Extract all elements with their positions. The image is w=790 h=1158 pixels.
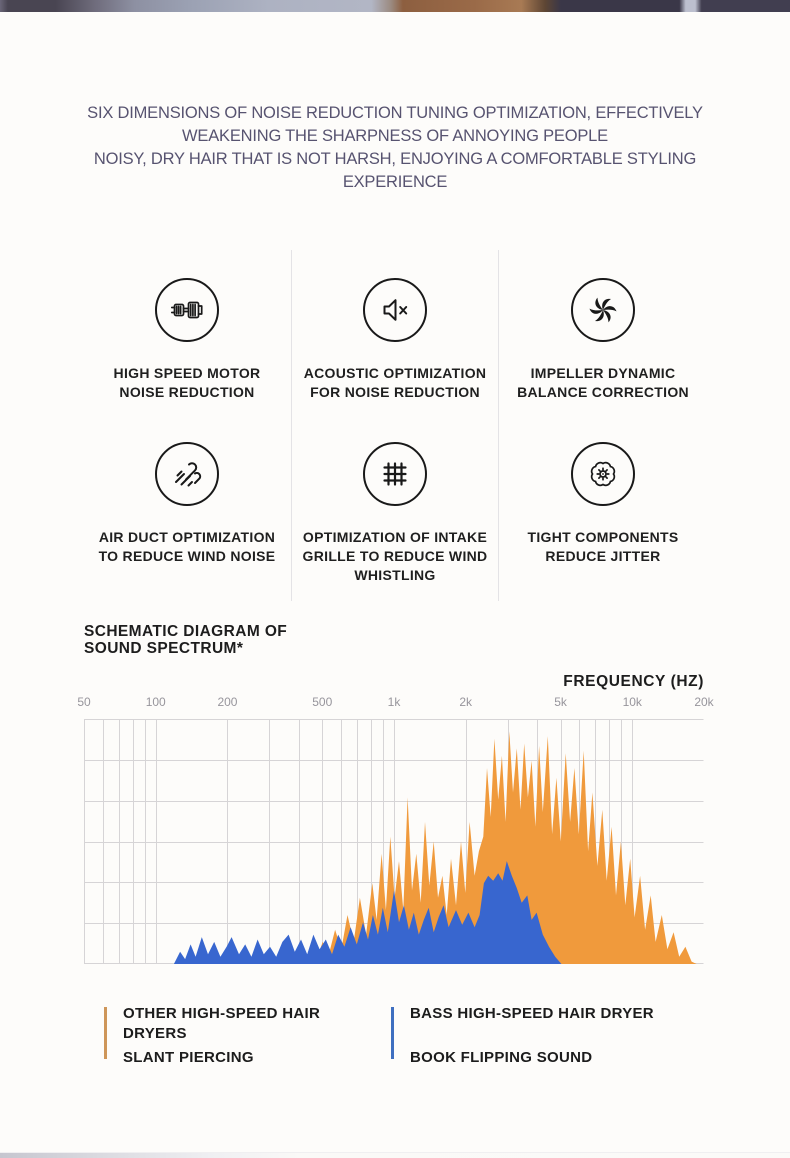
x-axis-ticks: 50 100 200 500 1k 2k 5k 10k 20k (77, 695, 713, 711)
frequency-axis-title: FREQUENCY (HZ) (563, 673, 704, 690)
spectrum-chart (84, 719, 705, 964)
feature-label: OPTIMIZATION OF INTAKE GRILLE TO REDUCE … (302, 529, 488, 583)
wind-icon (155, 442, 219, 506)
motor-icon (155, 278, 219, 342)
component-icon (571, 442, 635, 506)
chart-legend: OTHER HIGH-SPEED HAIR DRYERS SLANT PIERC… (104, 1004, 790, 1068)
x-tick-label: 50 (77, 695, 91, 709)
x-tick-label: 1k (387, 695, 401, 709)
bottom-photo-strip (0, 1152, 790, 1158)
feature-label: HIGH SPEED MOTOR NOISE REDUCTION (113, 365, 261, 400)
title-line-3: NOISY, DRY HAIR THAT IS NOT HARSH, ENJOY… (93, 150, 697, 168)
feature-grid: HIGH SPEED MOTOR NOISE REDUCTION ACOUSTI… (83, 250, 707, 601)
x-tick-label: 20k (694, 695, 714, 709)
spectrum-heading: SCHEMATIC DIAGRAM OF SOUND SPECTRUM* (84, 623, 288, 657)
legend-label: BASS HIGH-SPEED HAIR DRYER (410, 1005, 654, 1022)
feature-label: ACOUSTIC OPTIMIZATION FOR NOISE REDUCTIO… (303, 365, 487, 400)
speaker-mute-icon (363, 278, 427, 342)
feature-label: IMPELLER DYNAMIC BALANCE CORRECTION (517, 365, 689, 400)
legend-swatch (104, 1007, 107, 1059)
title-line-2: WEAKENING THE SHARPNESS OF ANNOYING PEOP… (182, 127, 608, 145)
feature-air-duct: AIR DUCT OPTIMIZATION TO REDUCE WIND NOI… (83, 436, 291, 601)
feature-label: TIGHT COMPONENTS REDUCE JITTER (527, 529, 679, 564)
feature-intake-grille: OPTIMIZATION OF INTAKE GRILLE TO REDUCE … (291, 436, 499, 601)
top-photo-strip (0, 0, 790, 12)
legend-sublabel: SLANT PIERCING (123, 1049, 254, 1066)
x-tick-label: 2k (459, 695, 473, 709)
feature-tight-components: TIGHT COMPONENTS REDUCE JITTER (499, 436, 707, 601)
feature-impeller: IMPELLER DYNAMIC BALANCE CORRECTION (499, 250, 707, 436)
x-tick-label: 100 (145, 695, 166, 709)
series-area-0 (270, 731, 697, 964)
feature-acoustic: ACOUSTIC OPTIMIZATION FOR NOISE REDUCTIO… (291, 250, 499, 436)
x-tick-label: 5k (554, 695, 567, 709)
section-title: SIX DIMENSIONS OF NOISE REDUCTION TUNING… (0, 102, 790, 194)
series-area-1 (173, 861, 562, 964)
legend-label: OTHER HIGH-SPEED HAIR DRYERS (123, 1005, 321, 1042)
x-tick-label: 500 (312, 695, 333, 709)
x-tick-label: 200 (217, 695, 238, 709)
legend-sublabel: BOOK FLIPPING SOUND (410, 1049, 593, 1066)
x-tick-label: 10k (622, 695, 642, 709)
legend-item-other-dryers: OTHER HIGH-SPEED HAIR DRYERS SLANT PIERC… (104, 1004, 363, 1068)
title-line-4: EXPERIENCE (342, 173, 448, 191)
spectrum-chart-area (84, 719, 705, 964)
legend-item-bass-dryer: BASS HIGH-SPEED HAIR DRYER BOOK FLIPPING… (391, 1004, 682, 1068)
feature-motor-noise: HIGH SPEED MOTOR NOISE REDUCTION (83, 250, 291, 436)
legend-swatch (391, 1007, 394, 1059)
impeller-icon (571, 278, 635, 342)
title-line-1: SIX DIMENSIONS OF NOISE REDUCTION TUNING… (87, 104, 703, 122)
feature-label: AIR DUCT OPTIMIZATION TO REDUCE WIND NOI… (98, 529, 276, 564)
grille-icon (363, 442, 427, 506)
